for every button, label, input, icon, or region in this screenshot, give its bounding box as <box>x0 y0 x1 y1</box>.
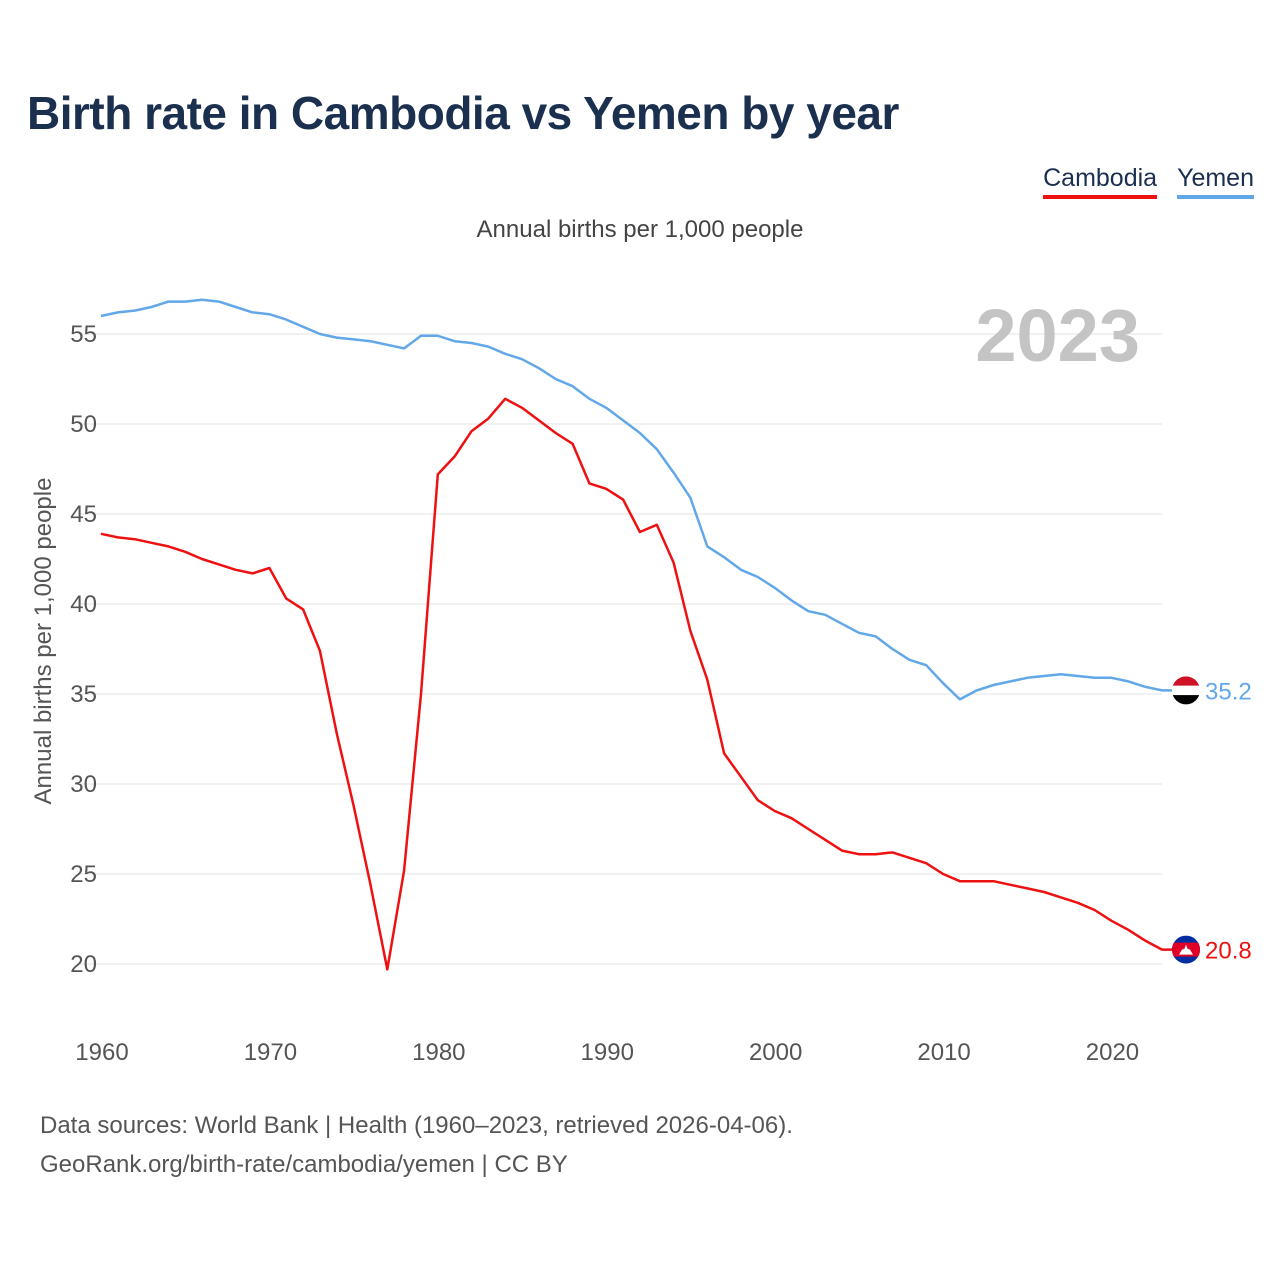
series <box>100 298 1172 971</box>
yemen-flag-icon <box>1172 676 1200 705</box>
x-tick-label: 1970 <box>244 1039 297 1066</box>
x-tick-label: 2020 <box>1086 1039 1139 1066</box>
legend: Cambodia Yemen <box>1043 164 1254 199</box>
x-tick-label: 1960 <box>75 1039 128 1066</box>
y-axis-title: Annual births per 1,000 people <box>30 478 57 805</box>
legend-item-yemen[interactable]: Yemen <box>1177 164 1254 199</box>
footer-sources: Data sources: World Bank | Health (1960–… <box>40 1112 793 1139</box>
cambodia-end-value-label: 20.8 <box>1205 938 1252 965</box>
yemen-end-value-label: 35.2 <box>1205 678 1252 705</box>
x-tick-label: 1990 <box>581 1039 634 1066</box>
axes: 20 25 30 35 40 45 50 55 1960 1970 1980 1990 2000 2010… <box>70 321 1139 1066</box>
x-tick-label: 2000 <box>749 1039 802 1066</box>
x-tick-label: 1980 <box>412 1039 465 1066</box>
cambodia-flag-icon <box>1172 935 1200 964</box>
footer-link[interactable]: GeoRank.org/birth-rate/cambodia/yemen | … <box>40 1151 568 1178</box>
y-tick-label: 55 <box>70 321 97 348</box>
legend-item-cambodia[interactable]: Cambodia <box>1043 164 1158 199</box>
footer: Data sources: World Bank | Health (1960–… <box>40 1106 793 1184</box>
x-tick-label: 2010 <box>917 1039 970 1066</box>
series-line-cambodia <box>100 397 1172 971</box>
y-tick-label: 30 <box>70 771 97 798</box>
grid-lines <box>80 333 1162 965</box>
chart-title: Birth rate in Cambodia vs Yemen by year <box>27 87 899 139</box>
series-line-yemen <box>100 298 1172 701</box>
y-tick-label: 25 <box>70 861 97 888</box>
y-tick-label: 50 <box>70 411 97 438</box>
y-tick-label: 40 <box>70 591 97 618</box>
y-tick-label: 45 <box>70 501 97 528</box>
y-tick-label: 35 <box>70 681 97 708</box>
year-badge: 2023 <box>975 294 1140 377</box>
y-tick-label: 20 <box>70 951 97 978</box>
chart-subtitle: Annual births per 1,000 people <box>476 216 804 243</box>
